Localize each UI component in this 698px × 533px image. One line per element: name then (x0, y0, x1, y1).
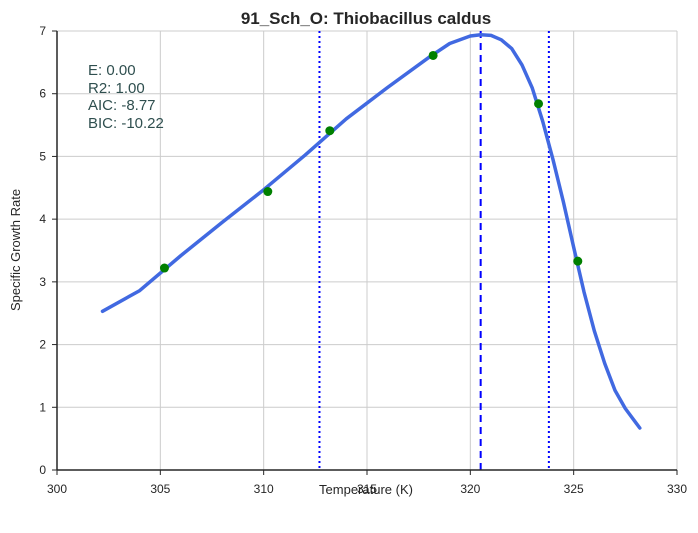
y-tick-label: 1 (39, 400, 46, 414)
x-tick-labels: 300 305 310 315 320 325 330 (47, 482, 687, 496)
fit-curve (100, 33, 642, 430)
x-tick-label: 305 (150, 482, 170, 496)
x-tick-label: 315 (357, 482, 377, 496)
y-tick-label: 4 (39, 212, 46, 226)
data-point (534, 99, 544, 109)
x-tick-label: 300 (47, 482, 67, 496)
data-point (159, 263, 169, 273)
y-tick-label: 6 (39, 87, 46, 101)
axes (52, 30, 678, 475)
y-tick-label: 2 (39, 338, 46, 352)
reference-lines (318, 31, 550, 470)
stat-r2: R2: 1.00 (88, 80, 145, 97)
stat-bic: BIC: -10.22 (88, 115, 164, 132)
y-axis-label: Specific Growth Rate (8, 189, 23, 311)
chart-title: 91_Sch_O: Thiobacillus caldus (241, 9, 491, 28)
data-points (159, 50, 583, 273)
stat-e: E: 0.00 (88, 62, 136, 79)
data-point (325, 126, 335, 136)
data-point (428, 50, 438, 60)
data-point (263, 187, 273, 197)
y-tick-label: 5 (39, 149, 46, 163)
stats-annotation: E: 0.00 R2: 1.00 AIC: -8.77 BIC: -10.22 (88, 62, 164, 132)
y-tick-labels: 0 1 2 3 4 5 6 7 (39, 24, 46, 477)
x-axis-label: Temperature (K) (319, 482, 413, 497)
y-tick-label: 3 (39, 275, 46, 289)
data-point (573, 256, 583, 266)
y-tick-label: 0 (39, 463, 46, 477)
y-tick-label: 7 (39, 24, 46, 38)
x-tick-label: 325 (564, 482, 584, 496)
fit-curve-layer (100, 33, 642, 430)
x-tick-label: 330 (667, 482, 687, 496)
x-tick-label: 310 (254, 482, 274, 496)
stat-aic: AIC: -8.77 (88, 97, 156, 114)
x-tick-label: 320 (460, 482, 480, 496)
